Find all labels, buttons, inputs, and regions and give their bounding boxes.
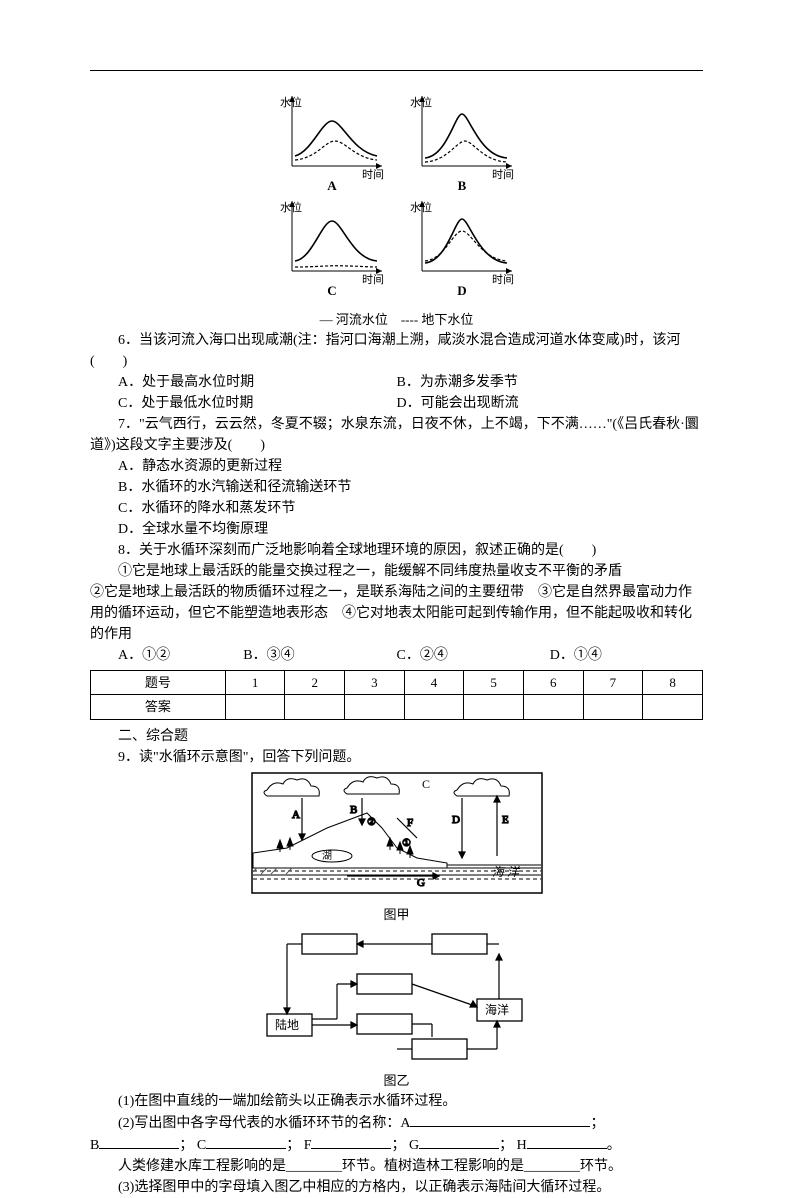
figure-yi: 陆地 海洋 <box>90 924 703 1071</box>
blank-G[interactable] <box>419 1134 499 1149</box>
svg-text:时间: 时间 <box>492 168 514 181</box>
q6-opt-D: D．可能会出现断流 <box>397 393 704 414</box>
q8-opt-C: C．②④ <box>397 645 550 666</box>
cycle-flowchart: 陆地 海洋 <box>247 924 547 1064</box>
caption-jia: 图甲 <box>90 905 703 925</box>
ans-7[interactable] <box>583 695 643 720</box>
ans-5[interactable] <box>464 695 524 720</box>
svg-text:C: C <box>422 777 430 791</box>
chart-label-a: A <box>327 178 337 193</box>
svg-text:陆地: 陆地 <box>275 1017 299 1032</box>
svg-text:A: A <box>292 809 300 821</box>
q6-opt-B: B．为赤潮多发季节 <box>397 372 704 393</box>
caption-yi: 图乙 <box>90 1071 703 1091</box>
svg-text:D: D <box>452 814 460 826</box>
q9-p2-cont: B； C； F； G； H。 <box>90 1134 703 1156</box>
water-level-charts: 水位 时间 A 水位 时间 B 水位 时间 C 水位 时间 D <box>267 91 527 301</box>
q9-p1: (1)在图中直线的一端加绘箭头以正确表示水循环过程。 <box>90 1091 703 1112</box>
blank-C[interactable] <box>206 1134 286 1149</box>
chart-a-xlabel: 时间 <box>362 168 384 181</box>
blank-F[interactable] <box>311 1134 391 1149</box>
svg-text:G: G <box>417 877 425 889</box>
blank-H[interactable] <box>527 1134 607 1149</box>
svg-text:湖: 湖 <box>322 850 332 862</box>
q8-opt-A: A．①② <box>90 645 243 666</box>
legend-dash: ---- 地下水位 <box>401 312 474 327</box>
svg-text:水位: 水位 <box>410 200 432 214</box>
q9-title: 9．读"水循环示意图"，回答下列问题。 <box>90 747 703 768</box>
water-cycle-diagram: C 湖 海 洋 A B ② F ① D E G <box>247 768 547 898</box>
row-answer-label: 答案 <box>91 695 226 720</box>
svg-text:F: F <box>407 817 413 829</box>
q9-p4: (3)选择图甲中的字母填入图乙中相应的方格内，以正确表示海陆间大循环过程。 <box>90 1177 703 1198</box>
svg-text:②: ② <box>367 817 376 828</box>
top-rule <box>90 70 703 71</box>
q7-stem: 7．"云气西行，云云然，冬夏不辍；水泉东流，日夜不休，上不竭，下不满……"(《吕… <box>90 414 703 456</box>
q8-opt-D: D．①④ <box>550 645 703 666</box>
ans-4[interactable] <box>404 695 464 720</box>
answer-table: 题号 1 2 3 4 5 6 7 8 答案 <box>90 670 703 720</box>
ans-8[interactable] <box>643 695 703 720</box>
q8-opt-B: B．③④ <box>243 645 396 666</box>
ans-2[interactable] <box>285 695 345 720</box>
q7-opt-D: D．全球水量不均衡原理 <box>90 519 703 540</box>
q8-line1: ①它是地球上最活跃的能量交换过程之一，能缓解不同纬度热量收支不平衡的矛盾 <box>90 561 703 582</box>
svg-text:E: E <box>502 814 509 826</box>
ans-1[interactable] <box>225 695 285 720</box>
chart-label-c: C <box>327 283 336 298</box>
svg-text:①: ① <box>402 838 411 849</box>
q7-opt-A: A．静态水资源的更新过程 <box>90 456 703 477</box>
chart-label-d: D <box>457 283 466 298</box>
chart-grid: 水位 时间 A 水位 时间 B 水位 时间 C 水位 时间 D <box>90 91 703 330</box>
q8-line2: ②它是地球上最活跃的物质循环过程之一，是联系海陆之间的主要纽带 ③它是自然界最富… <box>90 582 703 645</box>
th-label: 题号 <box>91 670 226 695</box>
q6-opt-C: C．处于最低水位时期 <box>90 393 397 414</box>
svg-text:水位: 水位 <box>410 95 432 109</box>
svg-text:海洋: 海洋 <box>485 1002 509 1017</box>
svg-text:时间: 时间 <box>362 273 384 286</box>
section2-title: 二、综合题 <box>90 726 703 747</box>
figure-jia: C 湖 海 洋 A B ② F ① D E G <box>90 768 703 905</box>
q9-p3: 人类修建水库工程影响的是________环节。植树造林工程影响的是_______… <box>90 1156 703 1177</box>
svg-text:水位: 水位 <box>280 200 302 214</box>
q9-p2: (2)写出图中各字母代表的水循环环节的名称：A； <box>90 1112 703 1134</box>
q7-opt-B: B．水循环的水汽输送和径流输送环节 <box>90 477 703 498</box>
ans-6[interactable] <box>523 695 583 720</box>
q6-opt-A: A．处于最高水位时期 <box>90 372 397 393</box>
chart-a-ylabel: 水位 <box>280 95 302 109</box>
blank-B[interactable] <box>99 1134 179 1149</box>
q6-stem: 6．当该河流入海口出现咸潮(注：指河口海潮上溯，咸淡水混合造成河道水体变咸)时，… <box>90 330 703 372</box>
ans-3[interactable] <box>345 695 405 720</box>
q8-stem: 8．关于水循环深刻而广泛地影响着全球地理环境的原因，叙述正确的是( ) <box>90 540 703 561</box>
chart-label-b: B <box>457 178 466 193</box>
blank-A[interactable] <box>410 1112 590 1127</box>
svg-text:海 洋: 海 洋 <box>492 865 521 879</box>
q7-opt-C: C．水循环的降水和蒸发环节 <box>90 498 703 519</box>
svg-text:时间: 时间 <box>492 273 514 286</box>
legend-solid: — 河流水位 <box>320 312 388 327</box>
svg-text:B: B <box>350 804 357 816</box>
